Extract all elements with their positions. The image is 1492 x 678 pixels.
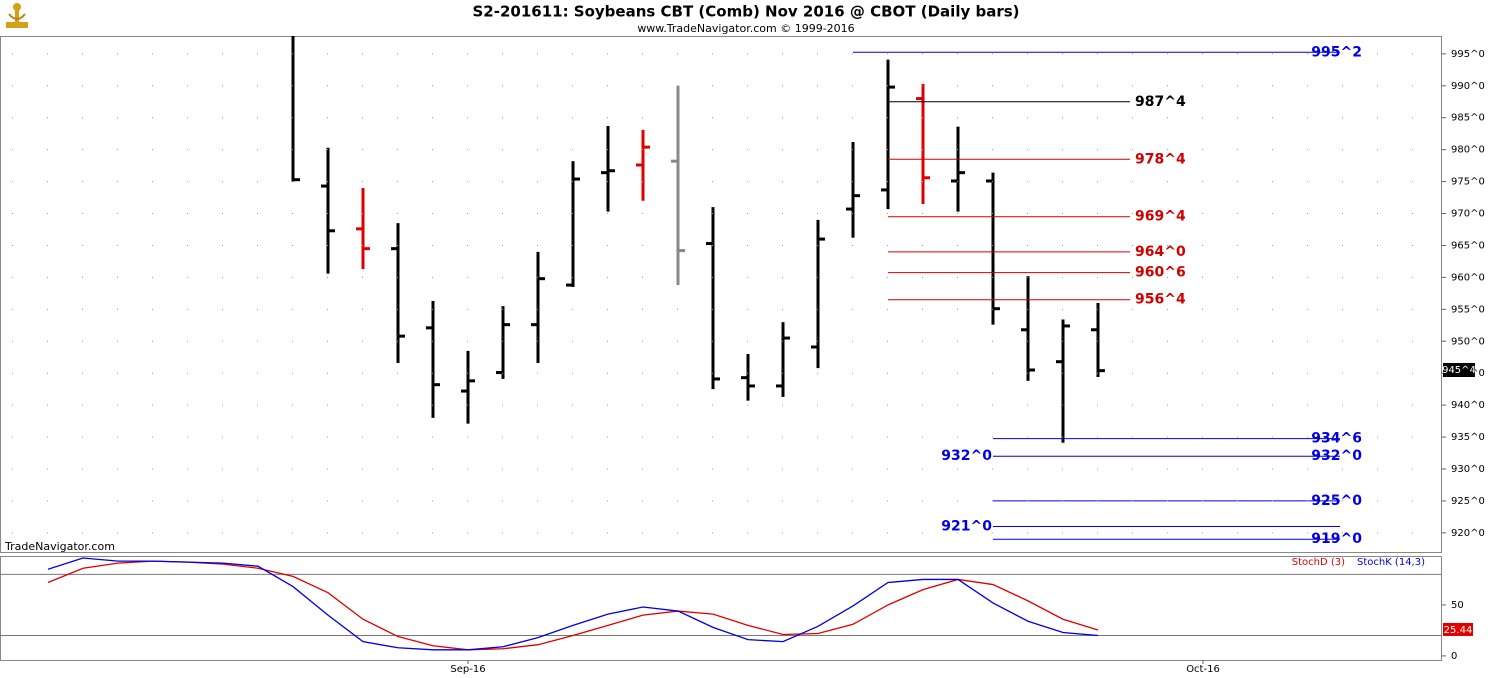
y-tick-label: 0 [1451, 651, 1457, 662]
y-tick-label: 920^0 [1451, 528, 1485, 539]
y-tick-label: 995^0 [1451, 49, 1485, 60]
y-tick-label: 985^0 [1451, 113, 1485, 124]
y-tick-label: 930^0 [1451, 464, 1485, 475]
level-label: 987^4 [1135, 94, 1186, 110]
level-label: 960^6 [1135, 265, 1186, 281]
level-label: 969^4 [1135, 209, 1186, 225]
level-label: 925^0 [1311, 493, 1362, 509]
level-label: 995^2 [1311, 44, 1362, 60]
y-tick-label: 925^0 [1451, 496, 1485, 507]
x-tick-label: Oct-16 [1186, 664, 1220, 675]
y-tick-label: 975^0 [1451, 177, 1485, 188]
price-panel [0, 36, 1442, 553]
stoch-line [47, 560, 1099, 651]
last-price-label: 945^4 [1442, 365, 1476, 376]
legend-entry: StochD (3) [1292, 557, 1345, 568]
logo [6, 3, 28, 28]
y-tick-label: 990^0 [1451, 81, 1485, 92]
watermark: TradeNavigator.com [4, 540, 115, 553]
level-label: 934^6 [1311, 431, 1362, 447]
y-tick-label: 50 [1451, 600, 1464, 611]
y-tick-label: 960^0 [1451, 272, 1485, 283]
stoch-line [47, 557, 1099, 651]
y-tick-label: 955^0 [1451, 304, 1485, 315]
x-tick-label: Sep-16 [450, 664, 485, 675]
chart-subtitle: www.TradeNavigator.com © 1999-2016 [637, 22, 854, 35]
y-tick-label: 980^0 [1451, 145, 1485, 156]
y-tick-label: 950^0 [1451, 336, 1485, 347]
last-price-box [1443, 362, 1475, 377]
level-label: 921^0 [941, 518, 992, 534]
y-tick-label: 935^0 [1451, 432, 1485, 443]
level-label: 919^0 [1311, 531, 1362, 547]
chart-title: S2-201611: Soybeans CBT (Comb) Nov 2016 … [472, 3, 1019, 21]
price-plot [291, 36, 1340, 540]
stoch-panel [0, 556, 1442, 661]
value-label: 25.44 [1444, 625, 1473, 636]
value-label-box [1443, 622, 1473, 636]
level-label: 932^0 [1311, 448, 1362, 464]
legend-entry: StochK (14,3) [1357, 557, 1425, 568]
level-label: 964^0 [1135, 244, 1186, 260]
level-label: 932^0 [941, 448, 992, 464]
level-label: 956^4 [1135, 292, 1186, 308]
level-label: 978^4 [1135, 151, 1186, 167]
y-tick-label: 940^0 [1451, 400, 1485, 411]
y-tick-label: 970^0 [1451, 209, 1485, 220]
y-tick-label: 965^0 [1451, 240, 1485, 251]
